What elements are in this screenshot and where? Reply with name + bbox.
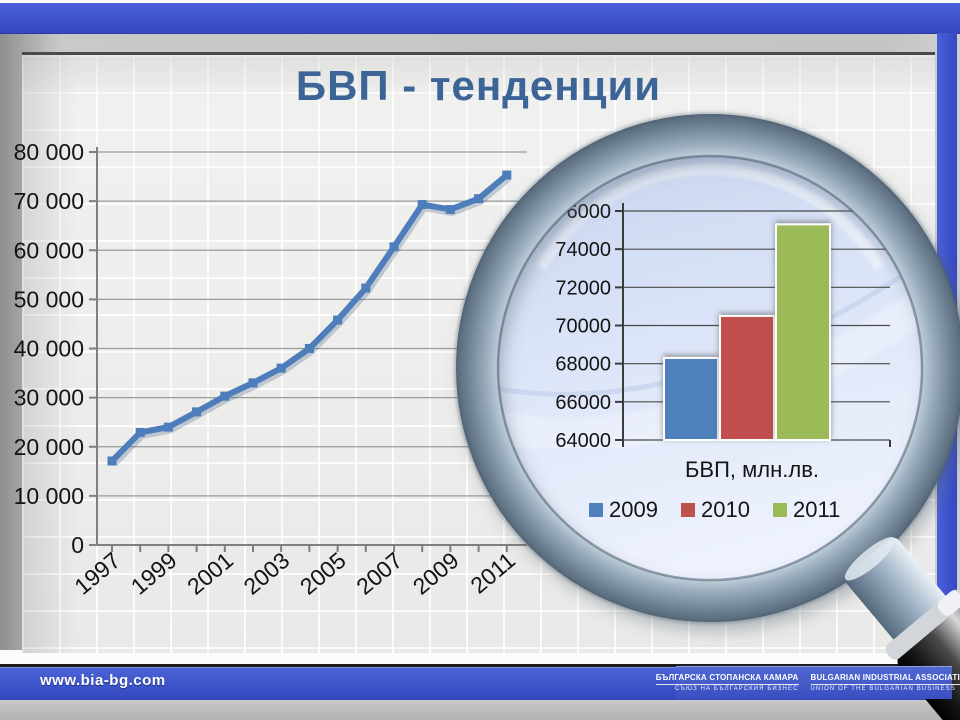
bia-logo-text-en: BULGARIAN INDUSTRIAL ASSOCIATION UNION O… — [810, 673, 960, 694]
content-panel — [22, 52, 935, 653]
bia-logo-panel: БЪЛГАРСКА СТОПАНСКА КАМАРА СЪЮЗ НА БЪЛГА… — [655, 666, 960, 699]
bia-bg-line1: БЪЛГАРСКА СТОПАНСКА КАМАРА — [655, 673, 799, 685]
bia-bg-line2: СЪЮЗ НА БЪЛГАРСКИЯ БИЗНЕС — [674, 685, 799, 692]
footer-url: www.bia-bg.com — [40, 672, 166, 689]
footer-divider-line — [0, 664, 960, 667]
bia-en-line1: BULGARIAN INDUSTRIAL ASSOCIATION — [810, 673, 960, 685]
right-accent-band — [937, 33, 957, 650]
slide-title: БВП - тенденции — [295, 62, 662, 109]
bia-logo-text-bg: БЪЛГАРСКА СТОПАНСКА КАМАРА СЪЮЗ НА БЪЛГА… — [655, 673, 799, 694]
bottom-white-strip — [0, 650, 960, 664]
top-accent-bar — [0, 3, 960, 34]
footer-gray-bar — [0, 700, 960, 720]
bia-en-line2: UNION OF THE BULGARIAN BUSINESS — [810, 685, 956, 692]
